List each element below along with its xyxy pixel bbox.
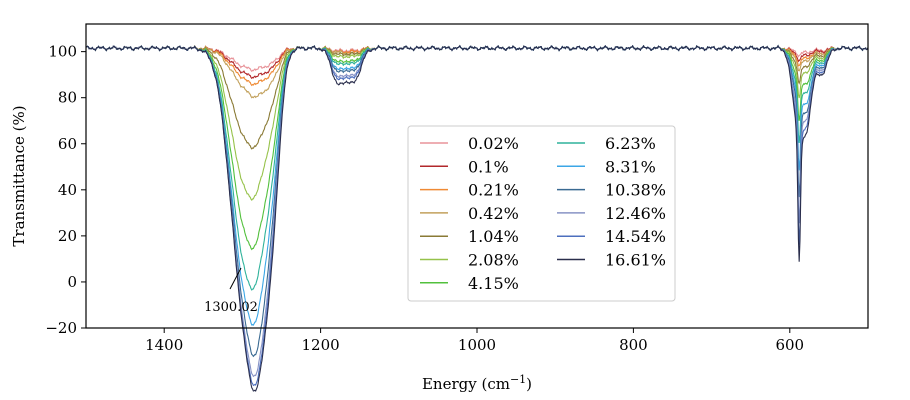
y-tick-label: 60 — [58, 135, 77, 153]
series-line — [85, 44, 869, 99]
x-axis-label-superscript: −1 — [510, 373, 526, 386]
annotation-line — [229, 267, 242, 290]
peak-annotation: 1300.02 — [204, 267, 258, 315]
legend-box — [407, 125, 676, 302]
series-line — [85, 44, 869, 392]
y-axis-label: Transmittance (%) — [10, 105, 28, 246]
legend-entry: 0.1% — [468, 157, 509, 176]
series-lines — [85, 44, 869, 392]
x-axis-ticks: 1400 1200 1000 800 600 — [145, 328, 804, 354]
legend-entry: 0.21% — [468, 181, 519, 200]
x-tick-label: 1000 — [458, 336, 496, 354]
legend-entry: 0.02% — [468, 134, 519, 153]
x-tick-label: 1400 — [145, 336, 183, 354]
y-tick-label: 80 — [58, 89, 77, 107]
x-tick-label: 600 — [775, 336, 804, 354]
legend-entry: 1.04% — [468, 227, 519, 246]
legend-entry: 0.42% — [468, 204, 519, 223]
y-tick-label: −20 — [45, 319, 77, 337]
annotation-label: 1300.02 — [204, 300, 258, 315]
x-axis-label: Energy (cm−1) — [422, 373, 532, 394]
legend-entry: 16.61% — [605, 251, 666, 270]
legend-entry: 8.31% — [605, 157, 656, 176]
legend-entry: 2.08% — [468, 251, 519, 270]
x-tick-label: 1200 — [302, 336, 340, 354]
y-axis-ticks: −20 0 20 40 60 80 100 — [45, 43, 86, 337]
y-tick-label: 100 — [48, 43, 77, 61]
legend-entry: 6.23% — [605, 134, 656, 153]
legend-entry: 10.38% — [605, 181, 666, 200]
y-tick-label: 20 — [58, 227, 77, 245]
x-tick-label: 800 — [619, 336, 648, 354]
legend: 0.02% 0.1% 0.21% 0.42% 1.04% 2.08% 4.15% 6.23% 8… — [407, 125, 676, 302]
legend-entry: 12.46% — [605, 204, 666, 223]
y-tick-label: 0 — [67, 273, 77, 291]
legend-entry: 14.54% — [605, 227, 666, 246]
legend-entry: 4.15% — [468, 274, 519, 293]
y-tick-label: 40 — [58, 181, 77, 199]
